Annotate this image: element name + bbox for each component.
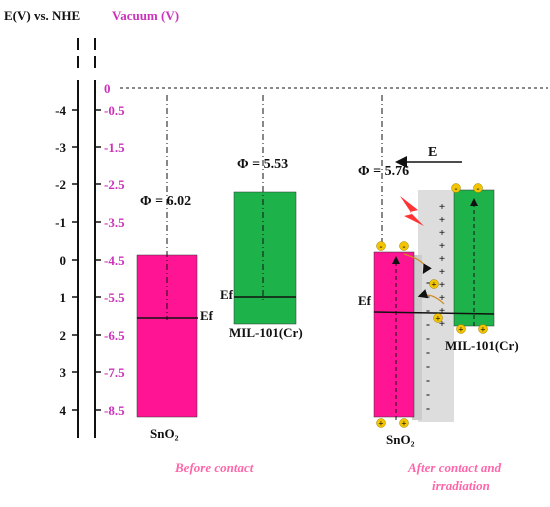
vacuum-tick-label: -5.5 bbox=[104, 290, 125, 305]
vacuum-ticks: 0 -0.5 -1.5 -2.5 -3.5 -4.5 -5.5 -6.5 -7.5 -8.5 bbox=[95, 81, 125, 418]
hole bbox=[429, 279, 439, 289]
plus-sign: + bbox=[439, 253, 445, 265]
plus-sign: + bbox=[439, 214, 445, 226]
electron bbox=[451, 183, 461, 193]
nhe-ticks: -4 -3 -2 -1 0 1 2 3 4 bbox=[55, 103, 78, 418]
vacuum-tick-label: -8.5 bbox=[104, 403, 125, 418]
plus-sign: + bbox=[439, 305, 445, 317]
electron-sign: - bbox=[403, 242, 406, 252]
charge-carriers: - -- -+ ++ +++ bbox=[376, 183, 488, 429]
sno2-phi-label: Φ = 6.02 bbox=[140, 194, 191, 209]
nhe-tick-label: 2 bbox=[60, 328, 67, 343]
plus-sign: + bbox=[439, 240, 445, 252]
electron bbox=[399, 241, 409, 251]
minus-sign: - bbox=[426, 359, 430, 373]
electron bbox=[376, 241, 386, 251]
electron-sign: - bbox=[380, 242, 383, 252]
fermi-label-after: Ef bbox=[358, 293, 372, 308]
plus-sign: + bbox=[439, 292, 445, 304]
sno2-label-after: SnO₂ bbox=[386, 432, 415, 447]
plus-sign: + bbox=[439, 266, 445, 278]
hole-sign: + bbox=[480, 325, 485, 335]
after-contact-caption-line2: irradiation bbox=[432, 478, 490, 493]
nhe-tick-label: -4 bbox=[55, 103, 66, 118]
nhe-tick-label: -2 bbox=[55, 177, 66, 192]
interface-layer bbox=[412, 255, 422, 420]
mil-label-before: MIL-101(Cr) bbox=[229, 325, 303, 340]
nhe-tick-label: 4 bbox=[60, 403, 67, 418]
mil-label-after: MIL-101(Cr) bbox=[445, 338, 519, 353]
minus-sign: - bbox=[426, 317, 430, 331]
hole-sign: + bbox=[435, 314, 440, 324]
sno2-label-before: SnO₂ bbox=[150, 426, 179, 441]
electron-transfer-arrow bbox=[403, 253, 432, 275]
mil-phi-label: Φ = 5.53 bbox=[237, 157, 288, 172]
hole bbox=[456, 324, 466, 334]
mil-fermi-label-before: Ef bbox=[220, 287, 234, 302]
hole-sign: + bbox=[378, 419, 383, 429]
positive-charges: ++++++++++ bbox=[439, 201, 445, 330]
vacuum-tick-label: -3.5 bbox=[104, 215, 125, 230]
nhe-tick-label: 1 bbox=[60, 290, 67, 305]
nhe-tick-label: -1 bbox=[55, 215, 66, 230]
plus-sign: + bbox=[439, 201, 445, 213]
electron-sign: - bbox=[477, 184, 480, 194]
vacuum-tick-label: -4.5 bbox=[104, 253, 125, 268]
nhe-tick-label: 3 bbox=[60, 365, 67, 380]
minus-sign: - bbox=[426, 345, 430, 359]
phi-label-after: Φ = 5.76 bbox=[358, 164, 409, 179]
hole bbox=[478, 324, 488, 334]
hole bbox=[399, 418, 409, 428]
vacuum-tick-label: 0 bbox=[104, 81, 111, 96]
minus-sign: - bbox=[426, 275, 430, 289]
hole-transfer-arrow bbox=[417, 289, 445, 305]
vacuum-tick-label: -2.5 bbox=[104, 177, 125, 192]
mil-band-before bbox=[233, 191, 297, 325]
nhe-tick-label: -3 bbox=[55, 140, 66, 155]
hole-sign: + bbox=[458, 325, 463, 335]
hole-sign: + bbox=[401, 419, 406, 429]
vacuum-axis-title: Vacuum (V) bbox=[112, 8, 179, 23]
electron-sign: - bbox=[455, 184, 458, 194]
vacuum-tick-label: -6.5 bbox=[104, 328, 125, 343]
after-contact-caption-line1: After contact and bbox=[407, 460, 502, 475]
plus-sign: + bbox=[439, 318, 445, 330]
minus-sign: - bbox=[426, 289, 430, 303]
plus-sign: + bbox=[439, 279, 445, 291]
electron bbox=[473, 183, 483, 193]
vacuum-tick-label: -7.5 bbox=[104, 365, 125, 380]
sno2-band-after bbox=[373, 251, 415, 418]
nhe-axis-title: E(V) vs. NHE bbox=[4, 8, 80, 23]
hole-sign: + bbox=[431, 280, 436, 290]
minus-sign: - bbox=[426, 387, 430, 401]
fermi-line-after bbox=[373, 311, 495, 315]
sno2-fermi-label-before: Ef bbox=[200, 308, 214, 323]
hole bbox=[433, 313, 443, 323]
minus-sign: - bbox=[426, 373, 430, 387]
vacuum-tick-label: -1.5 bbox=[104, 140, 125, 155]
light-irradiation-icon bbox=[400, 196, 424, 226]
minus-sign: - bbox=[426, 303, 430, 317]
before-contact-caption: Before contact bbox=[174, 460, 254, 475]
depletion-region bbox=[418, 190, 454, 422]
plus-sign: + bbox=[439, 227, 445, 239]
minus-sign: - bbox=[426, 401, 430, 415]
minus-sign: - bbox=[426, 261, 430, 275]
nhe-tick-label: 0 bbox=[60, 253, 67, 268]
electric-field-label: E bbox=[428, 145, 437, 160]
hole bbox=[376, 418, 386, 428]
vacuum-tick-label: -0.5 bbox=[104, 103, 125, 118]
minus-sign: - bbox=[426, 331, 430, 345]
